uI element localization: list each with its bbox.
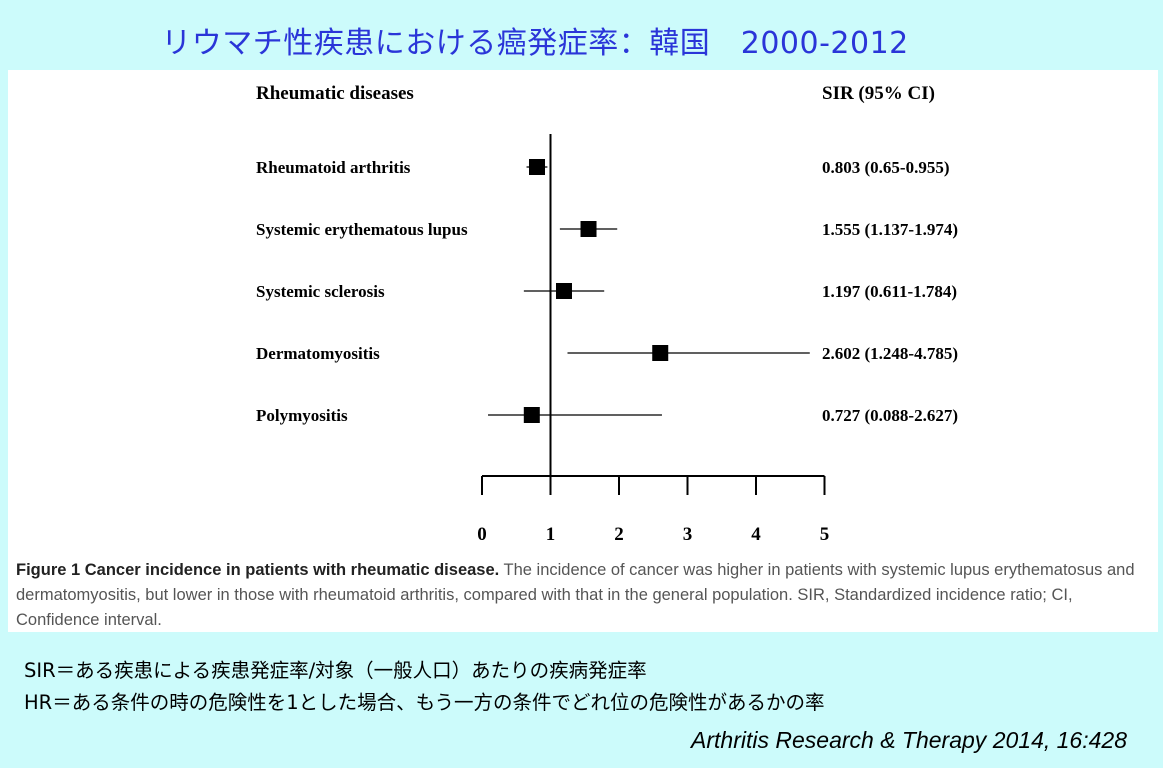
row-value: 0.803 (0.65-0.955) [822,158,949,177]
x-tick-label: 5 [820,524,830,545]
row-label: Rheumatoid arthritis [256,158,411,177]
citation: Arthritis Research & Therapy 2014, 16:42… [691,727,1127,753]
column-header-disease: Rheumatic diseases [256,83,414,104]
estimate-marker [580,221,597,237]
caption-body: The incidence of cancer was higher in pa… [16,561,1135,629]
estimate-marker [523,407,540,423]
caption-lead: Figure 1 Cancer incidence in patients wi… [16,561,500,579]
note-hr: HR＝ある条件の時の危険性を1とした場合、もう一方の条件でどれ位の危険性があるか… [24,691,825,714]
note-sir: SIR＝ある疾患による疾患発症率/対象（一般人口）あたりの疾病発症率 [24,659,647,682]
row-value: 1.555 (1.137-1.974) [822,220,958,239]
estimate-marker [529,159,546,175]
row-value: 0.727 (0.088-2.627) [822,406,958,425]
row-label: Systemic erythematous lupus [256,220,468,239]
x-tick-label: 1 [546,524,556,545]
forest-plot: Rheumatic diseases SIR (95% CI) Rheumato… [256,83,958,545]
row-value: 2.602 (1.248-4.785) [822,344,958,363]
x-tick-label: 0 [477,524,487,545]
figure-caption: Figure 1 Cancer incidence in patients wi… [16,558,1146,633]
figure-panel: Rheumatic diseases SIR (95% CI) Rheumato… [8,70,1158,632]
row-label: Dermatomyositis [256,344,380,363]
x-tick-label: 3 [683,524,693,545]
x-tick-label: 4 [751,524,761,545]
slide-title: リウマチ性疾患における癌発症率：韓国 2000-2012 [161,26,909,61]
column-header-sir: SIR (95% CI) [822,83,935,104]
x-tick-label: 2 [614,524,624,545]
row-label: Polymyositis [256,406,348,425]
row-label: Systemic sclerosis [256,282,385,301]
estimate-marker [652,345,669,361]
row-value: 1.197 (0.611-1.784) [822,282,957,301]
estimate-marker [555,283,572,299]
